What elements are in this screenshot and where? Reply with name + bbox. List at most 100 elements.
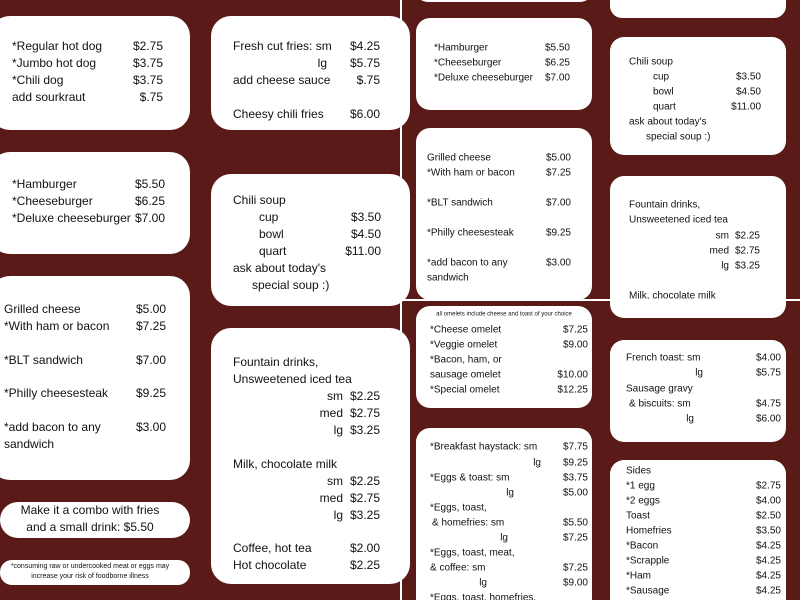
menu-item: add cheese sauce bbox=[233, 73, 331, 87]
menu-item: *1 egg bbox=[626, 481, 655, 492]
menu-price: $5.00 bbox=[546, 153, 571, 164]
card-background bbox=[610, 37, 786, 155]
menu-price: $2.75 bbox=[133, 39, 163, 53]
menu-price: $6.25 bbox=[135, 194, 165, 208]
menu-item: increase your risk of foodborne illness bbox=[31, 573, 149, 580]
menu-price: $6.00 bbox=[756, 414, 781, 425]
menu-item: *Regular hot dog bbox=[12, 39, 102, 53]
menu-item: *add bacon to any bbox=[4, 420, 101, 434]
menu-card: *Hamburger $5.50 *Cheeseburger $6.25 *Deluxe… bbox=[0, 152, 190, 254]
menu-price: $9.25 bbox=[546, 228, 571, 239]
menu-item: bowl bbox=[259, 227, 284, 241]
menu-price: $7.25 bbox=[136, 319, 166, 333]
menu-item: Toast bbox=[626, 511, 650, 522]
menu-item: Unsweetened iced tea bbox=[629, 215, 728, 226]
menu-item: sm bbox=[327, 389, 343, 403]
menu-card: Sides *1 egg $2.75 *2 eggs $4.00 Toast $2.50 Ho… bbox=[610, 460, 786, 600]
menu-item: *Eggs & toast: sm bbox=[430, 473, 509, 484]
menu-item: sm bbox=[327, 474, 343, 488]
menu-card: Fresh cut fries: sm $4.25 lg $5.75 add chees… bbox=[211, 16, 410, 130]
menu-price: $4.25 bbox=[756, 541, 781, 552]
card-background bbox=[0, 560, 190, 585]
menu-item: Cheesy chili fries bbox=[233, 107, 324, 121]
menu-item: *BLT sandwich bbox=[427, 198, 493, 209]
menu-item: Fountain drinks, bbox=[629, 200, 700, 211]
menu-item: *With ham or bacon bbox=[4, 319, 109, 333]
menu-item: Fountain drinks, bbox=[233, 355, 318, 369]
menu-item: and a small drink: $5.50 bbox=[26, 520, 154, 534]
card-background bbox=[211, 174, 410, 306]
menu-item: lg bbox=[500, 533, 508, 544]
menu-card: *consuming raw or undercooked meat or eg… bbox=[0, 560, 190, 585]
card-background bbox=[416, 428, 592, 600]
menu-item: *consuming raw or undercooked meat or eg… bbox=[11, 563, 170, 570]
menu-card: Chili soup cup $3.50 bowl $4.50 quart $11.00 as… bbox=[211, 174, 410, 306]
menu-item: Milk, chocolate milk bbox=[233, 457, 338, 471]
menu-price: $5.50 bbox=[135, 177, 165, 191]
menu-price: $2.75 bbox=[756, 481, 781, 492]
menu-card: *Breakfast haystack: sm $7.75 lg $9.25 *Eggs… bbox=[416, 428, 592, 600]
menu-card: Make it a combo with fries and a small dr… bbox=[0, 502, 190, 538]
menu-item: ask about today's bbox=[629, 117, 707, 128]
menu-item: lg bbox=[533, 458, 541, 469]
menu-price: $5.75 bbox=[350, 56, 380, 70]
menu-price: $6.00 bbox=[350, 107, 380, 121]
menu-item: lg bbox=[318, 56, 327, 70]
menu-card: *Regular hot dog $2.75 *Jumbo hot dog $3.75… bbox=[0, 16, 190, 130]
menu-item: *Hamburger bbox=[434, 43, 489, 54]
card-background bbox=[416, 18, 592, 110]
menu-price: $4.75 bbox=[756, 399, 781, 410]
menu-item: Grilled cheese bbox=[427, 153, 491, 164]
menu-item: Chili soup bbox=[629, 57, 673, 68]
divider bbox=[402, 299, 800, 301]
menu-price: $3.75 bbox=[563, 473, 588, 484]
menu-price: $4.50 bbox=[351, 227, 381, 241]
menu-item: Grilled cheese bbox=[4, 302, 81, 316]
menu-price: $4.50 bbox=[736, 87, 761, 98]
menu-price: $5.50 bbox=[563, 518, 588, 529]
menu-item: sandwich bbox=[427, 273, 469, 284]
menu-item: sm bbox=[716, 231, 729, 242]
menu-item: *Eggs, toast, meat, bbox=[430, 548, 515, 559]
menu-price: $7.25 bbox=[563, 533, 588, 544]
menu-item: *Jumbo hot dog bbox=[12, 56, 96, 70]
menu-price: $7.00 bbox=[545, 73, 570, 84]
menu-card: Fountain drinks, Unsweetened iced tea sm $2… bbox=[610, 176, 786, 318]
menu-item: *add bacon to any bbox=[427, 258, 508, 269]
menu-card: Grilled cheese $5.00 *With ham or bacon $7.… bbox=[0, 276, 190, 480]
menu-price: $4.25 bbox=[350, 39, 380, 53]
menu-price: $5.50 bbox=[545, 43, 570, 54]
menu-price: $12.25 bbox=[557, 385, 588, 396]
menu-price: $5.00 bbox=[563, 488, 588, 499]
menu-card: all omelets include cheese and toast of … bbox=[416, 306, 592, 408]
card-background bbox=[0, 16, 190, 130]
menu-item: *Hamburger bbox=[12, 177, 77, 191]
menu-item: lg bbox=[334, 508, 343, 522]
menu-item: med bbox=[710, 246, 729, 257]
menu-item: cup bbox=[653, 72, 670, 83]
menu-item: *Scrapple bbox=[626, 556, 670, 567]
menu-price: $7.00 bbox=[135, 211, 165, 225]
menu-price: $7.75 bbox=[563, 442, 588, 453]
menu-price: $4.25 bbox=[756, 586, 781, 597]
menu-item: *Eggs, toast, homefries, bbox=[430, 593, 536, 600]
card-background bbox=[211, 16, 410, 130]
menu-price: $2.25 bbox=[350, 474, 380, 488]
menu-price: $2.25 bbox=[350, 558, 380, 572]
menu-price: $4.25 bbox=[756, 571, 781, 582]
menu-item: *Sausage bbox=[626, 586, 670, 597]
menu-price: $2.75 bbox=[350, 406, 380, 420]
menu-price: $3.25 bbox=[350, 423, 380, 437]
menu-price: $7.00 bbox=[136, 353, 166, 367]
menu-price: $9.00 bbox=[563, 340, 588, 351]
menu-item: med bbox=[320, 491, 343, 505]
menu-item: Fresh cut fries: sm bbox=[233, 39, 332, 53]
menu-price: $3.75 bbox=[133, 56, 163, 70]
menu-price: $7.25 bbox=[563, 563, 588, 574]
menu-item: *Ham bbox=[626, 571, 651, 582]
menu-item: Hot chocolate bbox=[233, 558, 307, 572]
menu-item: *Philly cheesesteak bbox=[427, 228, 515, 239]
card-background bbox=[610, 460, 786, 600]
